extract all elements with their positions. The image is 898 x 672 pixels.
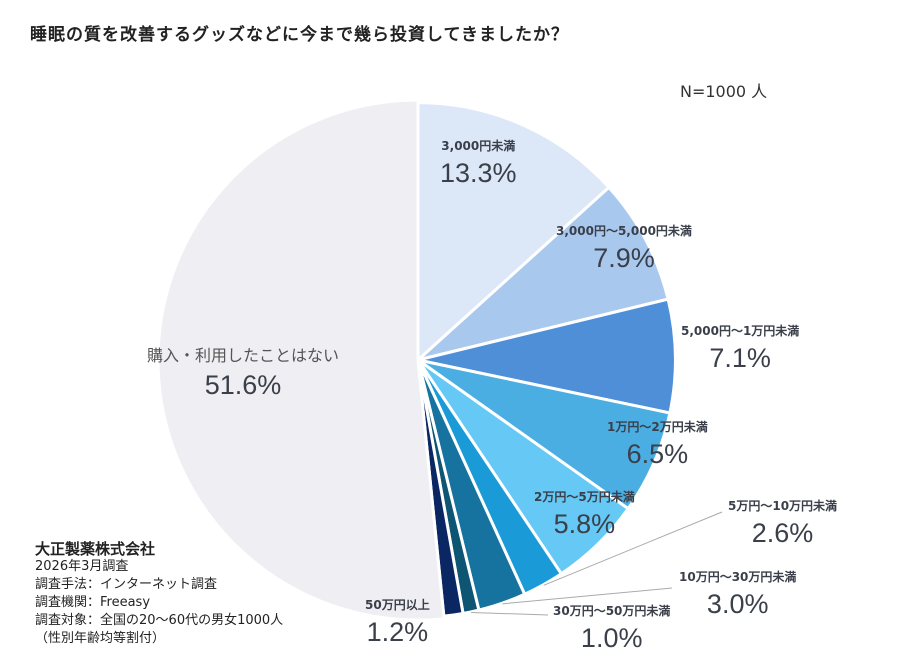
label-slice-4: 2万円〜5万円未満 5.8%: [534, 490, 635, 539]
pie-slice-2: [417, 297, 677, 415]
sample-size: N=1000 人: [680, 82, 768, 101]
label-slice-1: 3,000円〜5,000円未満 7.9%: [556, 224, 692, 273]
note-line: （性別年齢均等割付）: [35, 631, 166, 646]
note-line: 調査機関：Freeasy: [35, 595, 151, 610]
label-slice-9: 購入・利用したことはない 51.6%: [147, 346, 340, 400]
chart-title: 睡眠の質を改善するグッズなどに今まで幾ら投資してきましたか？: [30, 25, 569, 45]
leader-line-5: [543, 511, 723, 586]
label-slice-8: 50万円以上 1.2%: [365, 598, 430, 647]
note-line: 調査手法：インターネット調査: [35, 577, 218, 592]
company-name: 大正製薬株式会社: [35, 540, 156, 558]
label-slice-5: 5万円〜10万円未満 2.6%: [728, 499, 838, 548]
label-slice-2: 5,000円〜1万円未満 7.1%: [681, 324, 800, 373]
label-slice-7: 30万円〜50万円未満 1.0%: [553, 604, 671, 653]
note-line: 2026年3月調査: [35, 559, 129, 574]
note-line: 調査対象：全国の20〜60代の男女1000人: [35, 613, 284, 628]
label-slice-3: 1万円〜2万円未満 6.5%: [607, 420, 708, 469]
survey-notes: 大正製薬株式会社 2026年3月調査 調査手法：インターネット調査 調査機関：F…: [35, 540, 283, 648]
pie-slice-1: [416, 185, 670, 362]
label-slice-6: 10万円〜30万円未満 3.0%: [679, 570, 797, 619]
leader-line-6: [502, 587, 673, 605]
leader-line-7: [471, 611, 549, 616]
pie-slice-9: [156, 98, 446, 622]
pie-slice-0: [416, 101, 612, 364]
label-slice-0: 3,000円未満 13.3%: [440, 139, 517, 188]
